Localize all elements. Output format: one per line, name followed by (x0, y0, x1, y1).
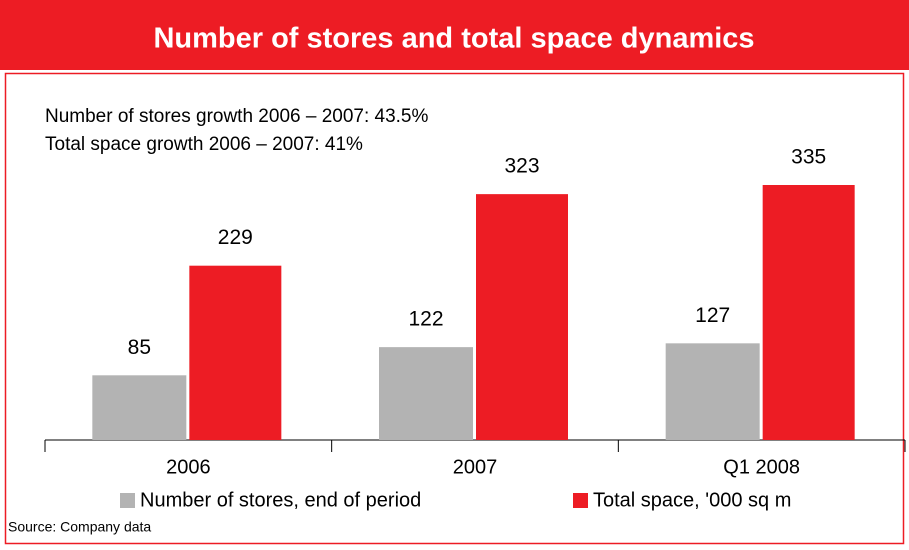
legend-label: Number of stores, end of period (140, 489, 421, 511)
annotation: Number of stores growth 2006 – 2007: 43.… (45, 106, 429, 127)
annotation: Total space growth 2006 – 2007: 41% (45, 134, 363, 155)
chart-title: Number of stores and total space dynamic… (153, 23, 754, 55)
value-label: 85 (128, 336, 151, 359)
bar (92, 375, 187, 440)
frame (4, 72, 905, 545)
bar (476, 194, 568, 440)
bar (379, 347, 473, 440)
bar (762, 185, 855, 440)
value-label: 323 (504, 155, 539, 178)
value-label: 127 (695, 304, 730, 327)
x-tick-label: 2007 (453, 456, 498, 478)
x-tick-label: Q1 2008 (723, 456, 800, 478)
source: Source: Company data (8, 519, 151, 535)
legend-label: Total space, '000 sq m (593, 489, 791, 511)
value-label: 229 (218, 226, 253, 249)
bar (189, 265, 282, 440)
title-banner (0, 0, 909, 70)
value-label: 335 (791, 146, 826, 169)
x-tick-label: 2006 (166, 456, 211, 478)
legend-swatch (120, 493, 135, 508)
legend-swatch (573, 493, 588, 508)
bar (665, 343, 760, 440)
value-label: 122 (408, 308, 443, 331)
